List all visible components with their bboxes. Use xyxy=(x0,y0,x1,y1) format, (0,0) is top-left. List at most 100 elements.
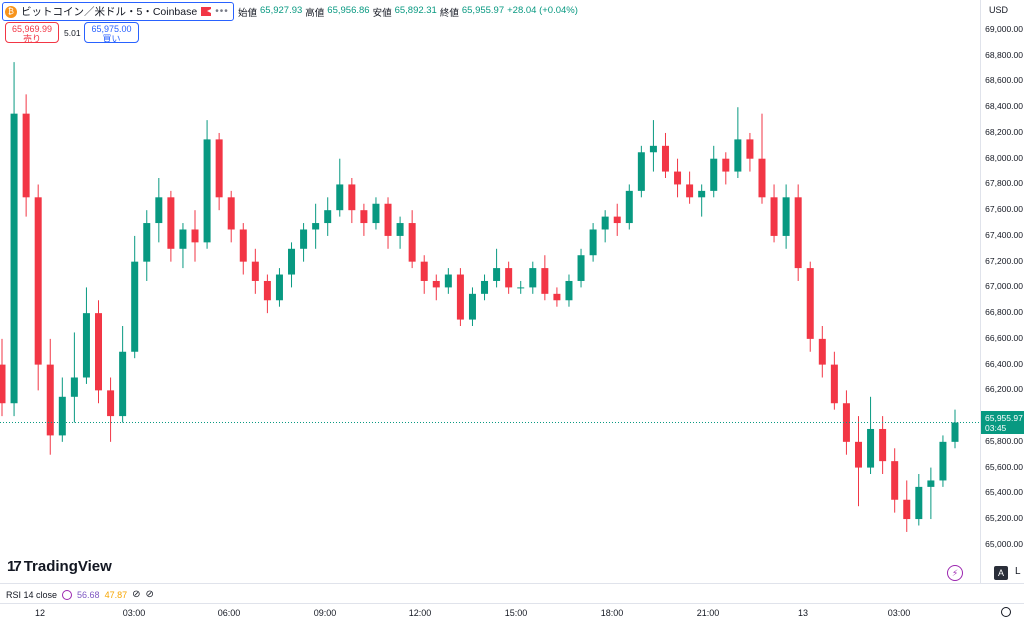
time-tick-label: 12 xyxy=(34,608,46,618)
candle-body xyxy=(722,158,730,172)
candle-body xyxy=(203,139,211,243)
logo-text: TradingView xyxy=(23,558,112,575)
rsi-value: 56.68 xyxy=(77,589,100,600)
change-value: +28.04 (+0.04%) xyxy=(507,5,578,16)
candle-body xyxy=(227,197,235,230)
candle-body xyxy=(625,190,633,224)
candle-body xyxy=(867,428,875,468)
price-tick-label: 67,600.00 xyxy=(985,204,1023,215)
candle-body xyxy=(637,152,645,191)
candle-body xyxy=(915,486,923,520)
candle-body xyxy=(601,216,609,230)
time-tick-label: 15:00 xyxy=(504,608,528,618)
time-tick-label: 12:00 xyxy=(408,608,432,618)
candle-body xyxy=(674,171,682,185)
candle-body xyxy=(529,268,537,288)
auto-scale-button[interactable]: A xyxy=(994,566,1008,580)
candle-body xyxy=(903,499,911,520)
price-axis[interactable]: USD 69,000.00 68,800.00 68,600.00 68,400.00… xyxy=(980,0,1024,583)
hide-icon[interactable]: ⊘ xyxy=(132,589,141,600)
candle-body xyxy=(34,197,42,365)
candle-body xyxy=(167,197,175,249)
spread-value: 5.01 xyxy=(64,28,81,38)
candle-body xyxy=(119,351,127,417)
log-scale-button[interactable]: L xyxy=(1015,566,1021,577)
rsi-indicator-icon xyxy=(62,589,73,600)
more-icon[interactable]: ••• xyxy=(215,6,229,17)
time-tick-label: 03:00 xyxy=(887,608,911,618)
symbol-title[interactable]: ₿ ビットコイン／米ドル・5・Coinbase ••• xyxy=(2,2,234,21)
candle-body xyxy=(263,280,271,301)
candle-body xyxy=(95,313,103,391)
time-tick-label: 13 xyxy=(797,608,809,618)
open-value: 65,927.93 xyxy=(260,5,303,16)
candle-body xyxy=(782,197,790,236)
time-axis[interactable]: 12 03:00 06:00 09:00 12:00 15:00 18:00 21:00 13 0… xyxy=(0,603,1024,622)
open-label: 始値 xyxy=(238,8,258,19)
candle-body xyxy=(951,422,959,442)
price-tick-label: 67,400.00 xyxy=(985,229,1023,240)
sell-button[interactable]: 65,969.99 売り xyxy=(5,22,59,44)
candle-body xyxy=(686,184,694,198)
candle-body xyxy=(758,158,766,198)
price-tick-label: 65,200.00 xyxy=(985,513,1023,524)
candle-body xyxy=(336,184,344,211)
last-price: 65,955.97 xyxy=(985,413,1023,423)
price-tick-label: 69,000.00 xyxy=(985,24,1023,34)
rsi-legend: RSI 14 close 56.68 47.87 ⊘ ⊘ xyxy=(6,589,154,600)
buy-price: 65,975.00 xyxy=(91,24,132,34)
candle-body xyxy=(613,216,621,224)
settings-icon[interactable] xyxy=(1001,607,1011,617)
symbol-name: ビットコイン／米ドル・5・Coinbase xyxy=(21,6,198,18)
lightning-icon[interactable]: ⚡ xyxy=(947,565,963,581)
sell-label: 売り xyxy=(22,34,41,44)
candle-body xyxy=(649,145,657,153)
candle-body xyxy=(939,441,947,481)
candle-body xyxy=(324,210,332,224)
candle-body xyxy=(131,261,139,352)
flag-icon[interactable] xyxy=(201,7,212,16)
buy-button[interactable]: 65,975.00 買い xyxy=(84,22,139,44)
candle-body xyxy=(251,261,259,281)
candle-body xyxy=(0,364,6,404)
price-tick-label: 65,000.00 xyxy=(985,538,1023,549)
bitcoin-icon: ₿ xyxy=(5,5,17,18)
rsi-pane[interactable]: RSI 14 close 56.68 47.87 ⊘ ⊘ xyxy=(0,583,1024,604)
candle-body xyxy=(770,197,778,236)
candle-body xyxy=(661,145,669,172)
candle-body xyxy=(384,203,392,236)
currency-label[interactable]: USD xyxy=(989,5,1009,15)
candle-body xyxy=(420,261,428,281)
tradingview-logo[interactable]: 17 TradingView xyxy=(7,558,112,575)
high-value: 65,956.86 xyxy=(327,5,370,16)
candle-body xyxy=(818,338,826,365)
candle-body xyxy=(444,274,452,288)
price-tick-label: 68,400.00 xyxy=(985,101,1023,112)
ohlc-legend: 始値 65,927.93 高値 65,956.86 安値 65,892.31 終… xyxy=(238,5,578,19)
candle-body xyxy=(179,229,187,249)
price-tick-label: 66,400.00 xyxy=(985,358,1023,369)
price-tick-label: 66,800.00 xyxy=(985,307,1023,318)
no-data-icon[interactable]: ⊘ xyxy=(145,589,154,600)
candlestick-chart[interactable] xyxy=(0,0,980,583)
price-tick-label: 67,200.00 xyxy=(985,255,1023,266)
candle-body xyxy=(360,210,368,224)
time-tick-label: 06:00 xyxy=(217,608,241,618)
candle-body xyxy=(10,113,18,404)
price-tick-label: 66,600.00 xyxy=(985,332,1023,343)
price-tick-label: 68,000.00 xyxy=(985,152,1023,163)
candle-body xyxy=(891,461,899,500)
candle-body xyxy=(468,293,476,320)
time-tick-label: 03:00 xyxy=(122,608,146,618)
candle-body xyxy=(82,313,90,378)
rsi-label: RSI 14 close xyxy=(6,589,58,600)
time-tick-label: 18:00 xyxy=(600,608,624,618)
candle-body xyxy=(288,248,296,275)
candle-body xyxy=(239,229,247,262)
chart-area[interactable]: ₿ ビットコイン／米ドル・5・Coinbase ••• 始値 65,927.93… xyxy=(0,0,980,583)
candle-body xyxy=(107,390,115,417)
candle-body xyxy=(155,197,163,224)
candle-body xyxy=(565,280,573,301)
candle-body xyxy=(58,396,66,436)
low-label: 安値 xyxy=(372,8,392,19)
